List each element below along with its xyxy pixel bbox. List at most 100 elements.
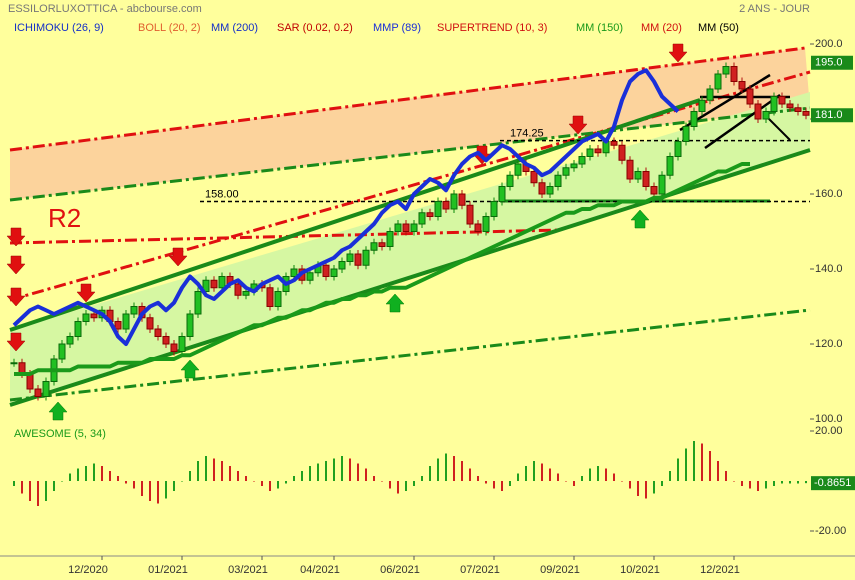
- candle: [66, 336, 74, 345]
- x-tick-label: 06/2021: [380, 564, 420, 576]
- candle: [706, 88, 714, 101]
- candle: [666, 156, 674, 176]
- osc-bar: [541, 463, 543, 481]
- osc-bar: [357, 463, 359, 481]
- legend-entry: MMP (89): [373, 22, 421, 34]
- osc-bar: [45, 481, 47, 501]
- osc-bar: [229, 466, 231, 481]
- candle: [770, 96, 778, 112]
- candle: [122, 313, 130, 330]
- trendline: [9, 46, 806, 152]
- osc-bar: [429, 466, 431, 481]
- osc-bar: [85, 466, 87, 481]
- osc-bar: [757, 481, 759, 491]
- x-tick-label: 09/2021: [540, 564, 580, 576]
- candle: [354, 253, 362, 266]
- candle: [466, 204, 474, 225]
- osc-bar: [461, 461, 463, 481]
- osc-bar: [453, 456, 455, 481]
- candle: [498, 186, 506, 202]
- x-tick-label: 12/2020: [68, 564, 108, 576]
- osc-bar: [485, 481, 487, 484]
- candle: [610, 141, 618, 146]
- osc-bar: [629, 481, 631, 489]
- osc-bar: [413, 481, 415, 486]
- pattern-line: [704, 93, 781, 150]
- candle: [514, 163, 522, 176]
- osc-bar: [341, 456, 343, 481]
- y-tick-label: 160.0: [815, 188, 843, 200]
- osc-bar: [597, 466, 599, 481]
- candle: [242, 291, 250, 296]
- x-tick-label: 04/2021: [300, 564, 340, 576]
- candle: [554, 174, 562, 187]
- osc-bar: [141, 481, 143, 496]
- osc-bar: [173, 481, 175, 491]
- osc-bar: [637, 481, 639, 496]
- osc-bar: [157, 481, 159, 504]
- osc-bar: [165, 481, 167, 499]
- candle: [90, 313, 98, 319]
- osc-bar: [101, 466, 103, 481]
- indicator-line: [14, 162, 750, 376]
- legend-entry: SAR (0.02, 0.2): [277, 22, 353, 34]
- osc-tag: [811, 476, 855, 491]
- candle: [658, 174, 666, 195]
- candle: [634, 171, 642, 180]
- osc-bar: [293, 476, 295, 481]
- channel-fill: [10, 92, 810, 405]
- osc-bar: [397, 481, 399, 494]
- candle: [170, 343, 178, 352]
- osc-bar: [549, 468, 551, 481]
- osc-bar: [789, 481, 791, 484]
- y-tick-label: 120.0: [815, 338, 843, 350]
- candle: [146, 317, 154, 330]
- oscillator-bars: [13, 441, 807, 506]
- osc-bar: [69, 473, 71, 481]
- osc-bar: [333, 458, 335, 481]
- osc-bar: [741, 481, 743, 486]
- candle: [234, 283, 242, 296]
- osc-bar: [749, 481, 751, 489]
- osc-bar: [581, 476, 583, 481]
- osc-bar: [285, 481, 287, 484]
- osc-bar: [253, 481, 255, 482]
- osc-bar: [573, 481, 575, 486]
- price-tag: [811, 55, 853, 70]
- candle: [82, 313, 90, 322]
- osc-bar: [205, 456, 207, 481]
- candle: [410, 223, 418, 232]
- osc-bar: [709, 451, 711, 481]
- osc-bar: [213, 458, 215, 481]
- candle: [626, 159, 634, 180]
- candle: [402, 223, 410, 232]
- osc-bar: [61, 481, 63, 482]
- legend-entry: MM (20): [641, 22, 682, 34]
- candle: [618, 144, 626, 161]
- candle: [786, 103, 794, 109]
- price-tag-label: 181.0: [815, 109, 843, 121]
- candle: [10, 362, 18, 365]
- osc-bar: [621, 481, 623, 482]
- osc-bar: [325, 461, 327, 481]
- osc-bar: [501, 481, 503, 491]
- candle: [578, 156, 586, 165]
- candle: [754, 103, 762, 120]
- osc-bar: [701, 443, 703, 481]
- osc-bar: [533, 461, 535, 481]
- y-tick-label: 100.0: [815, 413, 843, 425]
- candle: [42, 381, 50, 397]
- legend-entry: BOLL (20, 2): [138, 22, 201, 34]
- candle: [594, 148, 602, 154]
- candle: [346, 253, 354, 262]
- x-tick-label: 12/2021: [700, 564, 740, 576]
- osc-bar: [613, 473, 615, 481]
- osc-bar: [797, 481, 799, 484]
- osc-bar: [125, 481, 127, 484]
- candle: [738, 81, 746, 90]
- candle: [490, 201, 498, 217]
- candle: [762, 111, 770, 120]
- osc-bar: [53, 481, 55, 491]
- osc-bar: [445, 453, 447, 481]
- osc-bar: [517, 473, 519, 481]
